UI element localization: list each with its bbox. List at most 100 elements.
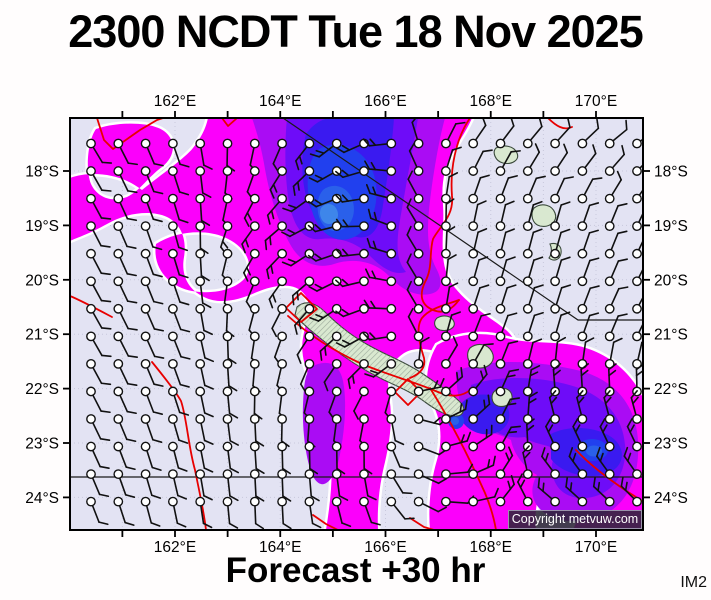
station-circle bbox=[604, 441, 615, 452]
station-circle bbox=[386, 331, 397, 342]
station-circle bbox=[140, 496, 151, 507]
station-circle bbox=[167, 496, 178, 507]
lat-label-right: 18°S bbox=[654, 164, 688, 181]
station-circle bbox=[495, 138, 506, 149]
station-circle bbox=[331, 386, 342, 397]
rain-rank-7-light-blue bbox=[319, 204, 339, 224]
station-circle bbox=[632, 496, 642, 507]
station-circle bbox=[495, 414, 506, 424]
station-circle bbox=[495, 193, 506, 204]
station-circle bbox=[222, 469, 233, 479]
station-circle bbox=[604, 496, 615, 507]
station-circle bbox=[577, 138, 588, 149]
lon-label-bottom: 164°E bbox=[259, 539, 301, 556]
station-circle bbox=[468, 193, 479, 204]
station-circle bbox=[222, 414, 233, 424]
station-circle bbox=[140, 414, 151, 424]
station-circle bbox=[222, 276, 233, 287]
station-circle bbox=[249, 414, 260, 424]
station-circle bbox=[140, 441, 151, 452]
station-circle bbox=[632, 276, 642, 287]
lat-label-left: 21°S bbox=[25, 327, 59, 344]
station-circle bbox=[222, 441, 233, 452]
lat-label-left: 20°S bbox=[25, 272, 59, 289]
station-circle bbox=[632, 469, 642, 479]
station-circle bbox=[86, 414, 96, 424]
station-circle bbox=[86, 303, 96, 314]
station-circle bbox=[113, 441, 124, 452]
station-circle bbox=[577, 276, 588, 287]
station-circle bbox=[86, 166, 96, 176]
station-circle bbox=[550, 441, 560, 452]
station-circle bbox=[195, 469, 206, 479]
station-circle bbox=[359, 221, 369, 232]
station-circle bbox=[522, 248, 533, 259]
station-circle bbox=[113, 331, 124, 342]
station-circle bbox=[277, 386, 287, 397]
station-circle bbox=[440, 358, 451, 369]
station-circle bbox=[113, 469, 124, 479]
station-circle bbox=[359, 414, 369, 424]
station-circle bbox=[304, 358, 315, 369]
station-circle bbox=[113, 496, 124, 507]
station-circle bbox=[577, 221, 588, 232]
island-espiritu-santo bbox=[493, 145, 519, 164]
station-circle bbox=[413, 138, 424, 149]
chart-title: 2300 NCDT Tue 18 Nov 2025 bbox=[68, 6, 643, 57]
station-circle bbox=[86, 138, 96, 149]
station-circle bbox=[495, 386, 506, 397]
station-circle bbox=[277, 276, 287, 287]
lat-label-right: 21°S bbox=[654, 327, 688, 344]
lon-label-bottom: 162°E bbox=[154, 539, 196, 556]
station-circle bbox=[386, 166, 397, 176]
station-circle bbox=[277, 358, 287, 369]
lat-label-right: 19°S bbox=[654, 218, 688, 235]
station-circle bbox=[249, 138, 260, 149]
station-circle bbox=[113, 276, 124, 287]
station-circle bbox=[249, 441, 260, 452]
station-circle bbox=[577, 303, 588, 314]
station-circle bbox=[331, 414, 342, 424]
station-circle bbox=[386, 386, 397, 397]
station-circle bbox=[413, 248, 424, 259]
lon-label-top: 162°E bbox=[154, 93, 196, 110]
station-circle bbox=[413, 221, 424, 232]
station-circle bbox=[195, 166, 206, 176]
station-circle bbox=[632, 441, 642, 452]
station-circle bbox=[550, 303, 560, 314]
station-circle bbox=[577, 441, 588, 452]
station-circle bbox=[222, 221, 233, 232]
station-circle bbox=[468, 414, 479, 424]
station-circle bbox=[140, 166, 151, 176]
station-circle bbox=[468, 386, 479, 397]
station-circle bbox=[495, 496, 506, 507]
station-circle bbox=[468, 166, 479, 176]
station-circle bbox=[413, 414, 424, 424]
station-circle bbox=[86, 358, 96, 369]
lat-label-left: 19°S bbox=[25, 218, 59, 235]
station-circle bbox=[386, 496, 397, 507]
axis-labels: 162°E 162°E 164°E 164°E 166°E 166°E 168°E 168°E… bbox=[25, 93, 688, 556]
station-circle bbox=[195, 221, 206, 232]
station-circle bbox=[86, 248, 96, 259]
station-circle bbox=[86, 331, 96, 342]
station-circle bbox=[113, 166, 124, 176]
station-circle bbox=[632, 414, 642, 424]
station-circle bbox=[495, 303, 506, 314]
station-circle bbox=[604, 414, 615, 424]
station-circle bbox=[167, 441, 178, 452]
station-circle bbox=[440, 166, 451, 176]
lon-label-top: 168°E bbox=[470, 93, 512, 110]
forecast-lead-time-label: Forecast +30 hr bbox=[225, 551, 486, 590]
station-circle bbox=[304, 138, 315, 149]
lat-label-right: 22°S bbox=[654, 381, 688, 398]
station-circle bbox=[577, 414, 588, 424]
station-circle bbox=[386, 193, 397, 204]
station-circle bbox=[604, 248, 615, 259]
station-circle bbox=[550, 248, 560, 259]
station-circle bbox=[468, 496, 479, 507]
station-circle bbox=[604, 303, 615, 314]
station-circle bbox=[277, 193, 287, 204]
station-circle bbox=[113, 248, 124, 259]
